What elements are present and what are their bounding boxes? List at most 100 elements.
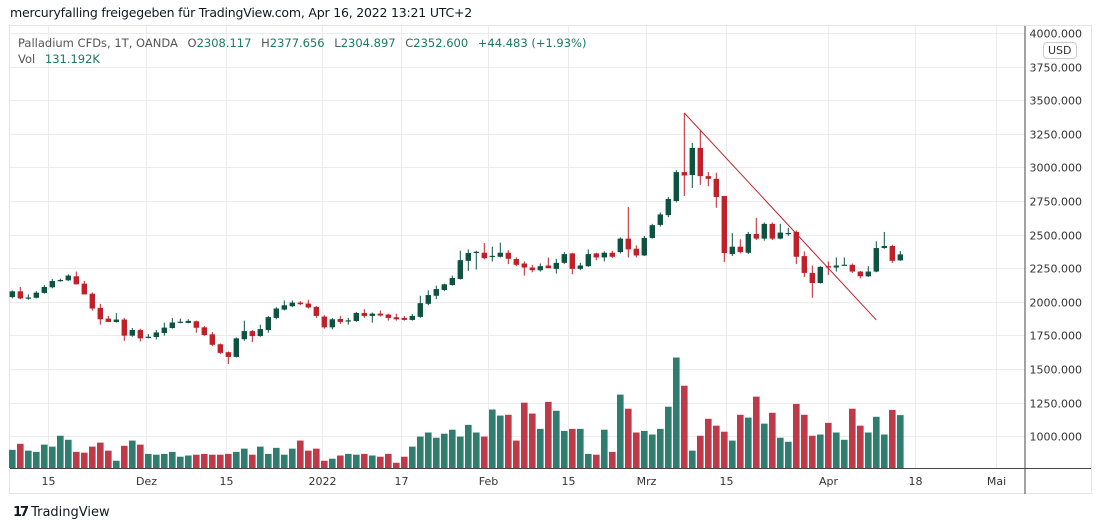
volume-bar (761, 423, 768, 468)
volume-bar (649, 434, 656, 468)
price-tick-label: 1500.000 (1030, 364, 1083, 377)
price-tick-label: 2500.000 (1030, 230, 1083, 243)
candle-body (513, 259, 519, 265)
volume-bar (233, 451, 240, 468)
volume-bar (345, 453, 352, 468)
candle-body (9, 291, 15, 298)
candle-body (57, 280, 63, 282)
candle-body (313, 306, 319, 316)
volume-bar (449, 429, 456, 468)
volume-bar (689, 450, 696, 468)
low-value: 2304.897 (340, 36, 396, 50)
volume-bar (737, 414, 744, 468)
tradingview-brand-text: TradingView (31, 505, 110, 520)
price-tick-label: 3500.000 (1030, 95, 1083, 108)
candle-body (881, 246, 887, 249)
volume-bar (593, 454, 600, 468)
volume-bar (697, 435, 704, 468)
candle-body (321, 316, 327, 328)
candle-body (697, 147, 703, 177)
volume-bar (833, 432, 840, 468)
volume-bar (745, 417, 752, 468)
candle-body (65, 275, 71, 281)
volume-bar (193, 454, 200, 468)
candle-body (857, 271, 863, 277)
volume-bar (577, 428, 584, 468)
volume-bar (329, 458, 336, 468)
price-tick-label: 2000.000 (1030, 297, 1083, 310)
candle-body (689, 147, 695, 176)
volume-bar (657, 428, 664, 468)
volume-bar (201, 453, 208, 468)
volume-bar (729, 440, 736, 468)
volume-bar (817, 434, 824, 468)
volume-bar (121, 445, 128, 468)
candle-body (369, 313, 375, 316)
tradingview-brand[interactable]: 𝟭𝟳 TradingView (13, 505, 110, 520)
volume-bar (321, 460, 328, 468)
candle-body (713, 178, 719, 197)
candle-body (649, 225, 655, 238)
candle-body (593, 253, 599, 258)
time-tick-label: Mrz (637, 475, 657, 488)
candle-body (793, 231, 799, 257)
volume-bar (97, 442, 104, 468)
volume-bar (393, 462, 400, 468)
volume-bar (601, 429, 608, 468)
volume-bar (153, 454, 160, 468)
candle-body (577, 265, 583, 269)
volume-bar (257, 446, 264, 468)
time-tick-label: Mai (987, 475, 1006, 488)
volume-bar (465, 424, 472, 468)
candle-body (809, 272, 815, 283)
volume-bar (633, 432, 640, 468)
candle-body (33, 292, 39, 298)
volume-bar (553, 410, 560, 468)
candle-body (377, 313, 383, 316)
open-value: 2308.117 (196, 36, 252, 50)
volume-bar (849, 408, 856, 468)
close-value: 2352.600 (413, 36, 469, 50)
candle-body (425, 295, 431, 304)
candle-body (209, 334, 215, 345)
time-tick-label: 15 (562, 475, 576, 488)
price-tick-label: 3000.000 (1030, 162, 1083, 175)
volume-bar (609, 451, 616, 468)
candle-body (441, 284, 447, 290)
candle-body (393, 317, 399, 320)
candle-body (105, 318, 111, 322)
candle-body (353, 312, 359, 322)
candle-body (865, 271, 871, 277)
volume-bar (873, 416, 880, 468)
candle-body (169, 322, 175, 329)
volume-bar (401, 456, 408, 468)
candle-body (273, 308, 279, 318)
price-tick-label: 1750.000 (1030, 330, 1083, 343)
candle-body (297, 302, 303, 305)
symbol-name[interactable]: Palladium CFDs, 1T, OANDA (18, 36, 178, 50)
trendline-drawing[interactable] (683, 112, 877, 321)
volume-bar (185, 455, 192, 468)
volume-bar (297, 440, 304, 468)
volume-bar (385, 453, 392, 468)
candle-body (601, 252, 607, 258)
volume-bar (545, 401, 552, 468)
candle-body (849, 264, 855, 272)
candle-body (449, 278, 455, 285)
currency-badge[interactable]: USD (1043, 42, 1077, 59)
volume-bar (313, 448, 320, 468)
volume-label[interactable]: Vol (18, 52, 36, 66)
volume-bar (417, 436, 424, 468)
candle-body (145, 336, 151, 338)
volume-bar (561, 430, 568, 468)
volume-bar (809, 435, 816, 468)
candle-body (473, 251, 479, 254)
volume-bar (65, 439, 72, 468)
candle-body (281, 305, 287, 310)
candle-body (177, 321, 183, 323)
volume-bar (497, 415, 504, 468)
candlesticks (9, 112, 903, 365)
candle-body (665, 198, 671, 216)
candle-body (401, 317, 407, 320)
